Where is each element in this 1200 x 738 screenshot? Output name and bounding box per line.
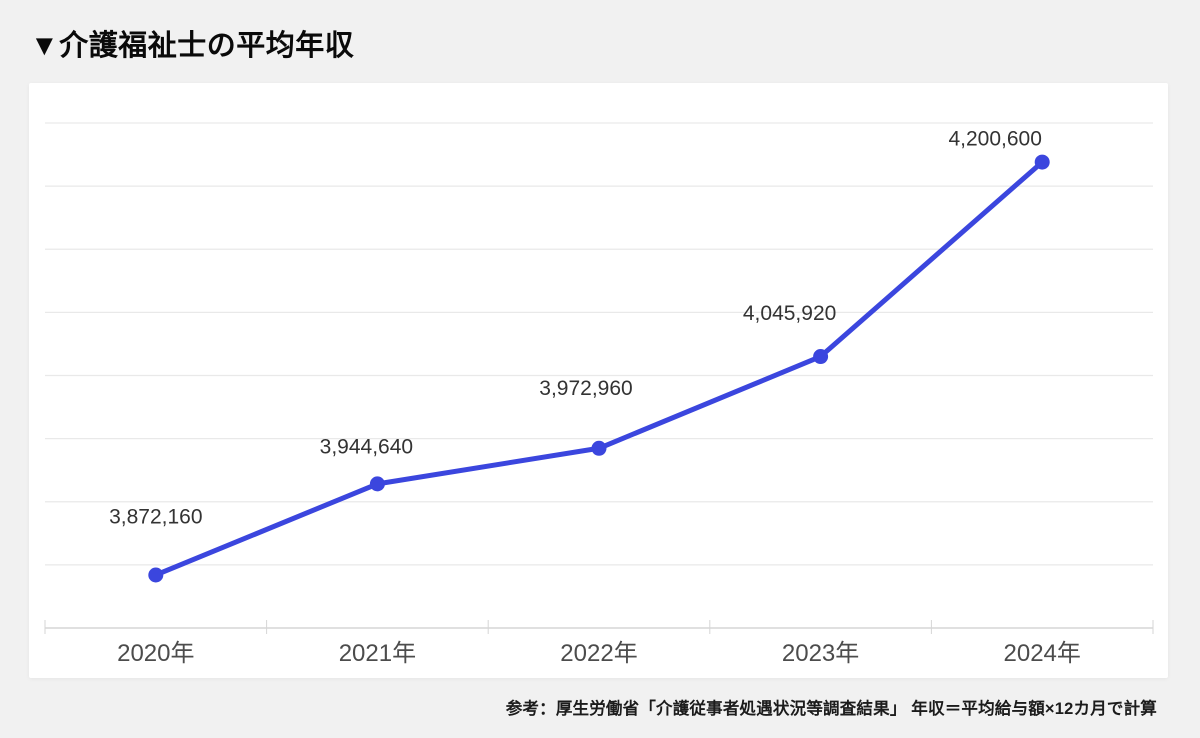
data-point-2022 <box>591 440 607 456</box>
data-point-2021 <box>369 476 385 492</box>
value-label-2023: 4,045,920 <box>743 302 836 325</box>
x-tick-label-2021: 2021年 <box>339 640 416 667</box>
chart-card: 3,872,160 3,944,640 3,972,960 4,045,920 4,20… <box>29 83 1168 678</box>
value-label-2021: 3,944,640 <box>320 435 413 458</box>
x-tick-label-2023: 2023年 <box>782 640 859 667</box>
source-note: 参考：厚生労働省「介護従事者処遇状況等調査結果」 年収＝平均給与額×12カ月で計… <box>505 700 1157 718</box>
value-label-2020: 3,872,160 <box>109 505 202 528</box>
data-point-2020 <box>148 567 164 583</box>
value-label-2024: 4,200,600 <box>948 128 1041 151</box>
value-label-2022: 3,972,960 <box>539 377 632 400</box>
x-tick-label-2022: 2022年 <box>560 640 637 667</box>
page-title: ▼介護福祉士の平均年収 <box>30 30 355 62</box>
x-tick-label-2024: 2024年 <box>1004 640 1081 667</box>
salary-line <box>153 159 1045 578</box>
x-tick-label-2020: 2020年 <box>117 640 194 667</box>
average-salary-line-chart: 3,872,160 3,944,640 3,972,960 4,045,920 4,20… <box>44 122 1154 667</box>
data-point-2024 <box>1034 154 1050 170</box>
data-point-2023 <box>813 349 829 365</box>
